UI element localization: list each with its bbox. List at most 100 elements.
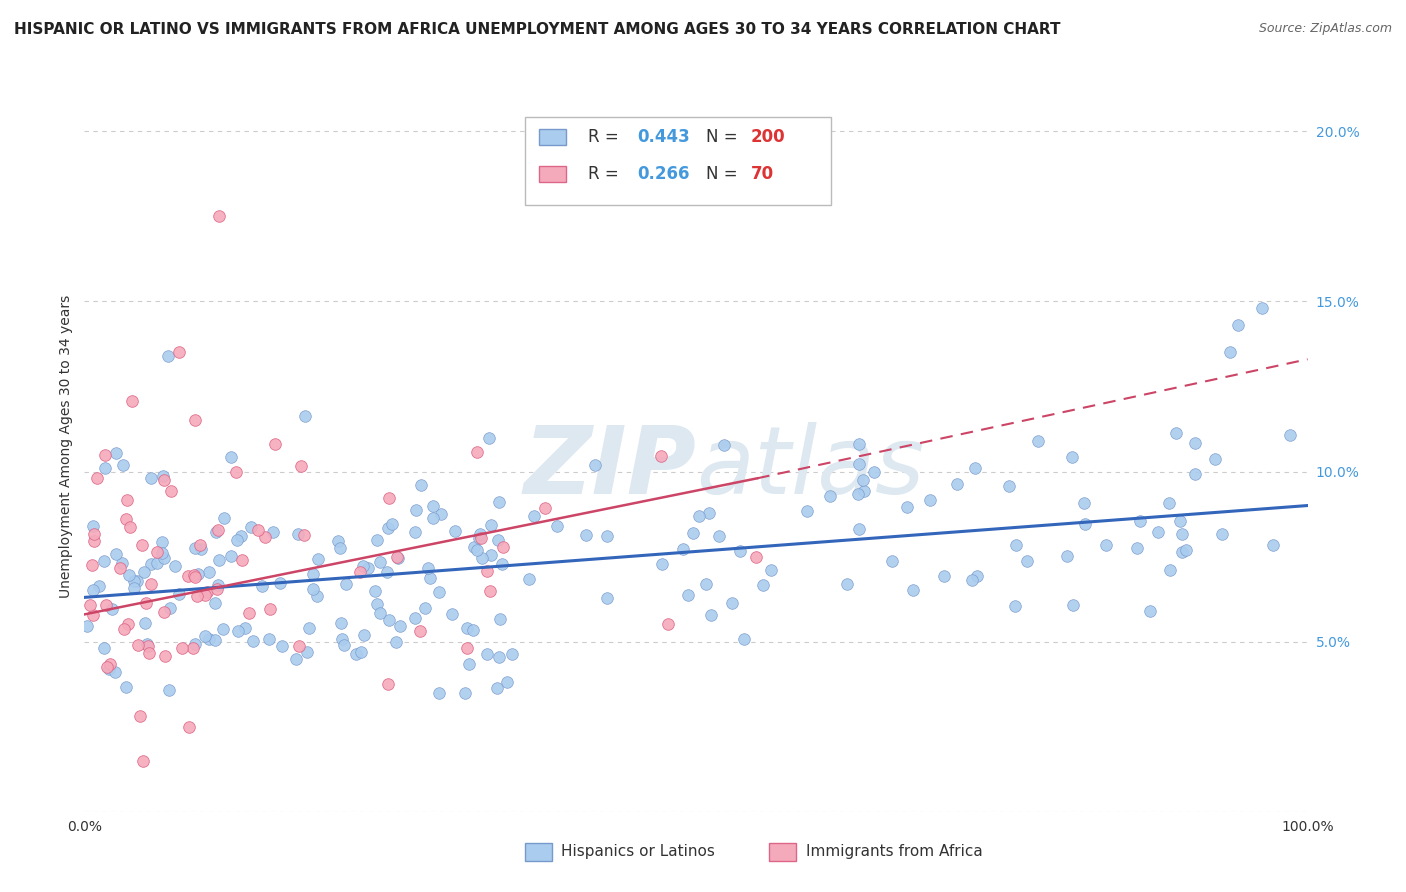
Point [194, 629, 217, 643]
Point [364, 583, 387, 598]
Point [135, 596, 157, 610]
Point [184, 413, 207, 427]
Point [177, 569, 200, 583]
Point [194, 588, 217, 602]
Point [413, 601, 436, 615]
Point [136, 637, 159, 651]
Point [159, 600, 181, 615]
Point [159, 683, 181, 698]
Point [82, 608, 104, 623]
Point [496, 675, 519, 690]
Point [259, 602, 281, 616]
Point [122, 574, 145, 588]
Point [901, 582, 924, 597]
Point [159, 483, 181, 498]
Point [238, 606, 260, 620]
Point [298, 621, 321, 635]
Point [672, 541, 695, 556]
Point [183, 640, 205, 655]
Point [246, 523, 269, 537]
Point [733, 632, 755, 647]
Point [475, 564, 498, 578]
Point [546, 519, 568, 533]
Point [862, 465, 884, 479]
Point [184, 637, 207, 651]
Point [404, 525, 426, 540]
Point [207, 524, 229, 538]
Point [115, 680, 138, 694]
Point [441, 607, 464, 622]
Point [486, 533, 509, 547]
Point [170, 640, 193, 655]
Point [697, 507, 720, 521]
Point [419, 571, 441, 585]
Point [1184, 467, 1206, 482]
Point [205, 524, 228, 539]
Point [468, 527, 491, 541]
Point [1261, 538, 1284, 552]
Point [491, 557, 513, 571]
Point [179, 720, 201, 734]
Point [366, 533, 388, 547]
Point [1184, 435, 1206, 450]
Point [82, 582, 104, 597]
Y-axis label: Unemployment Among Ages 30 to 34 years: Unemployment Among Ages 30 to 34 years [59, 294, 73, 598]
Point [94, 448, 117, 462]
Point [108, 560, 131, 574]
Point [721, 596, 744, 610]
Point [848, 436, 870, 450]
Point [651, 558, 673, 572]
Point [465, 543, 488, 558]
Point [138, 646, 160, 660]
Point [136, 639, 159, 653]
Point [132, 754, 155, 768]
Point [153, 649, 176, 664]
Point [479, 548, 502, 562]
Point [98, 657, 121, 671]
Text: R =: R = [588, 128, 624, 146]
Point [1073, 495, 1095, 509]
Point [183, 568, 205, 582]
Point [131, 538, 153, 552]
Point [1005, 538, 1028, 552]
Point [650, 449, 672, 463]
Point [596, 591, 619, 605]
Point [83, 533, 105, 548]
Point [96, 660, 118, 674]
Text: Immigrants from Africa: Immigrants from Africa [806, 845, 983, 860]
Point [285, 652, 308, 666]
Point [118, 568, 141, 582]
Point [329, 541, 352, 555]
Point [454, 686, 477, 700]
Point [1074, 516, 1097, 531]
Text: Source: ZipAtlas.com: Source: ZipAtlas.com [1258, 22, 1392, 36]
Point [101, 602, 124, 616]
Point [186, 589, 208, 603]
Point [444, 524, 467, 539]
Point [79, 598, 101, 612]
Point [294, 409, 316, 423]
Point [219, 549, 242, 564]
Point [1060, 450, 1083, 465]
Point [533, 500, 555, 515]
Point [128, 709, 150, 723]
Point [333, 638, 356, 652]
Point [1159, 564, 1181, 578]
Point [818, 489, 841, 503]
Point [918, 493, 941, 508]
Point [259, 632, 281, 646]
Point [270, 640, 292, 654]
Point [848, 457, 870, 471]
Point [83, 526, 105, 541]
Point [195, 585, 218, 599]
Point [301, 566, 323, 581]
Point [1226, 318, 1249, 333]
Point [212, 622, 235, 636]
Point [204, 596, 226, 610]
Point [105, 446, 128, 460]
Point [132, 566, 155, 580]
Text: R =: R = [588, 165, 624, 183]
Bar [540, 129, 567, 145]
Point [233, 621, 256, 635]
Point [150, 546, 173, 560]
